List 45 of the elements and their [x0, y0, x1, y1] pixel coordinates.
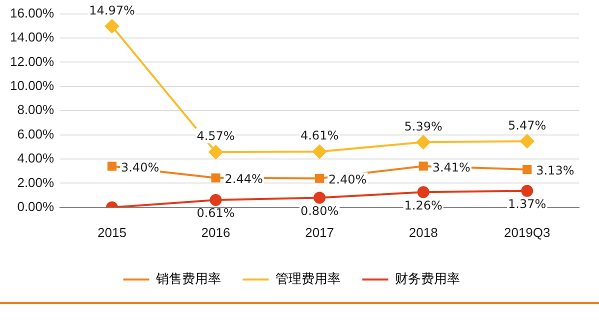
- data-label: 0.80%: [300, 204, 339, 218]
- y-tick-label: 10.00%: [10, 78, 55, 93]
- x-tick-label: 2016: [201, 224, 230, 240]
- legend-label: 管理费用率: [275, 271, 340, 286]
- data-label: 4.61%: [300, 128, 339, 143]
- point: [522, 164, 532, 174]
- data-label: 2.40%: [328, 172, 367, 186]
- data-label: 5.47%: [508, 118, 546, 132]
- y-tick-label: 6.00%: [17, 126, 55, 142]
- data-label: 14.97%: [89, 3, 135, 18]
- point: [104, 19, 119, 34]
- y-tick-label: 14.00%: [10, 30, 55, 45]
- y-tick-label: 4.00%: [17, 150, 55, 166]
- point: [312, 144, 327, 159]
- point: [107, 162, 117, 171]
- point: [521, 184, 534, 197]
- point: [314, 192, 326, 204]
- x-tick-label: 2017: [305, 224, 334, 240]
- y-tick-label: 8.00%: [17, 102, 55, 118]
- y-tick-label: 12.00%: [10, 54, 55, 69]
- point: [211, 173, 220, 182]
- point: [315, 174, 324, 183]
- point: [520, 134, 534, 148]
- point: [418, 162, 428, 171]
- data-label: 0.61%: [196, 206, 235, 220]
- x-tick-label: 2018: [408, 224, 438, 240]
- data-label: 3.41%: [432, 160, 470, 174]
- data-label: 1.37%: [508, 196, 546, 211]
- y-tick-label: 0.00%: [17, 198, 55, 214]
- legend-label: 销售费用率: [154, 271, 221, 286]
- y-tick-label: 2.00%: [17, 174, 55, 190]
- point: [416, 135, 430, 150]
- data-label: 1.26%: [404, 198, 442, 212]
- data-label: 4.57%: [196, 129, 235, 144]
- data-label: 3.13%: [536, 164, 574, 178]
- legend-label: 财务费用率: [394, 271, 460, 286]
- data-label: 5.39%: [404, 119, 442, 134]
- point: [210, 194, 222, 206]
- x-tick-label: 2015: [98, 224, 126, 240]
- x-tick-label: 2019Q3: [504, 224, 550, 240]
- y-tick-label: 16.00%: [10, 5, 55, 20]
- data-label: 3.40%: [120, 160, 160, 174]
- point: [417, 186, 430, 198]
- data-label: 2.44%: [224, 172, 263, 186]
- point: [208, 145, 223, 160]
